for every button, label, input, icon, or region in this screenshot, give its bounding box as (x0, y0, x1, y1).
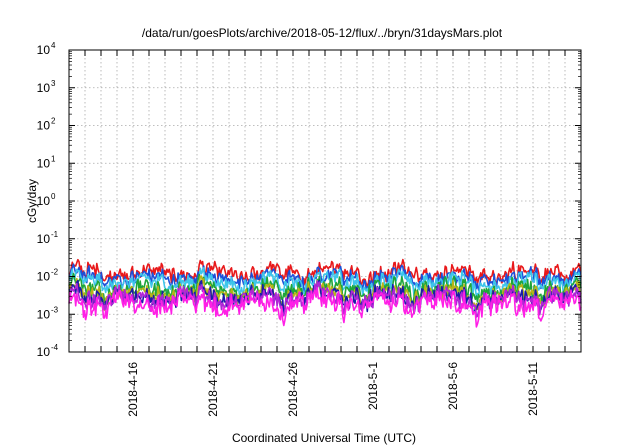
y-tick-exponent: 1 (51, 154, 56, 163)
x-axis-label: Coordinated Universal Time (UTC) (232, 431, 416, 445)
y-tick-label: 10 (37, 307, 51, 321)
y-tick-exponent: 4 (51, 41, 56, 50)
series-line (68, 286, 582, 328)
y-tick-label: 10 (37, 232, 51, 246)
x-tick-label: 2018-4-26 (286, 362, 300, 417)
y-tick-exponent: -1 (51, 230, 59, 239)
y-tick-exponent: 3 (51, 79, 56, 88)
y-tick-exponent: -3 (51, 305, 59, 314)
plot-frame (68, 49, 582, 353)
y-tick-label: 10 (37, 81, 51, 95)
x-tick-label: 2018-5-6 (446, 362, 460, 410)
y-tick-label: 10 (37, 119, 51, 133)
y-tick-exponent: 0 (51, 192, 56, 201)
y-tick-exponent: -2 (51, 268, 59, 277)
y-tick-label: 10 (37, 345, 51, 359)
x-tick-label: 2018-4-16 (126, 362, 140, 417)
series-lines (68, 258, 582, 328)
y-tick-label: 10 (37, 156, 51, 170)
x-tick-label: 2018-4-21 (206, 362, 220, 417)
y-tick-exponent: 2 (51, 117, 56, 126)
series-line (68, 267, 582, 299)
y-tick-label: 10 (37, 194, 51, 208)
y-tick-exponent: -4 (51, 343, 59, 352)
x-tick-label: 2018-5-11 (526, 362, 540, 416)
chart-title: /data/run/goesPlots/archive/2018-05-12/f… (142, 26, 503, 40)
x-tick-label: 2018-5-1 (366, 362, 380, 410)
y-axis-label: cGy/day (25, 179, 39, 223)
grid (69, 50, 581, 352)
y-tick-label: 10 (37, 270, 51, 284)
y-tick-label: 10 (37, 43, 51, 57)
